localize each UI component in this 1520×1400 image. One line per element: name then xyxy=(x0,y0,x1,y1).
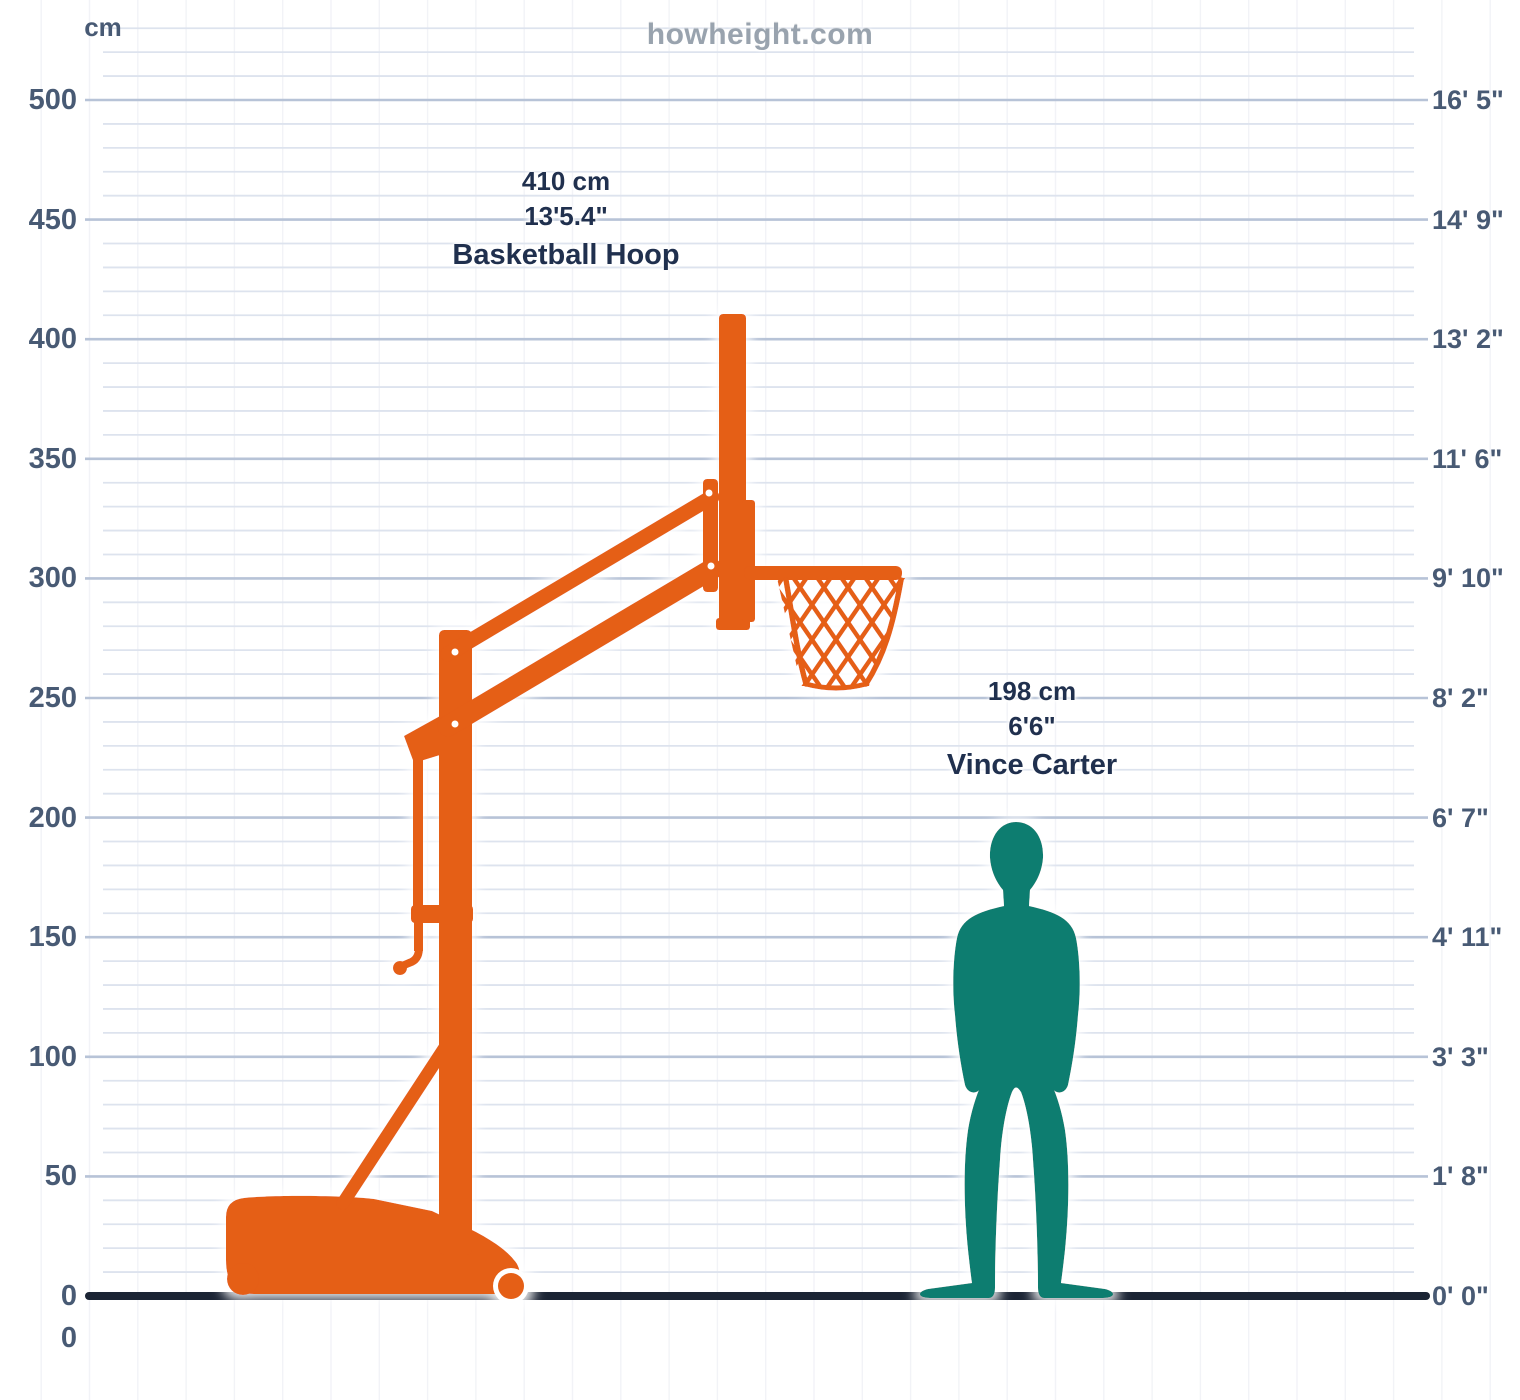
y-tick-label-cm: 500 xyxy=(28,84,77,116)
y-tick-label-cm: 50 xyxy=(44,1160,77,1193)
y-tick-label-ft: 14' 9" xyxy=(1432,204,1504,235)
y-tick-label-ft: 3' 3" xyxy=(1432,1041,1489,1072)
y-tick-label-cm: 0 xyxy=(60,1280,77,1312)
x-origin-label: 0 xyxy=(60,1322,77,1354)
y-tick-label-cm: 200 xyxy=(28,801,77,834)
y-tick-label-ft: 8' 2" xyxy=(1432,683,1489,713)
net-strand xyxy=(786,578,874,686)
y-tick-label-ft: 13' 2" xyxy=(1432,324,1504,355)
person-name: Vince Carter xyxy=(946,749,1118,781)
y-axis-unit-label: cm xyxy=(84,12,122,42)
y-tick-label-ft: 0' 0" xyxy=(1432,1281,1489,1311)
net-strand xyxy=(777,578,814,686)
vince-carter-label: 198 cm 6'6" Vince Carter xyxy=(882,676,1182,782)
net-strand xyxy=(834,578,906,686)
y-tick-label-ft: 11' 6" xyxy=(1432,443,1503,474)
hoop-name: Basketball Hoop xyxy=(452,239,680,271)
y-tick-label-cm: 150 xyxy=(28,921,77,954)
y-tick-label-ft: 4' 11" xyxy=(1432,922,1503,953)
hoop-height-ft: 13'5.4" xyxy=(524,201,608,231)
person-height-ft: 6'6" xyxy=(1008,711,1056,741)
y-tick-label-ft: 16' 5" xyxy=(1432,85,1504,115)
y-tick-label-cm: 250 xyxy=(28,682,77,714)
basketball-hoop-silhouette xyxy=(226,314,906,1304)
net-strand xyxy=(798,578,886,686)
y-tick-label-ft: 6' 7" xyxy=(1432,802,1489,833)
y-tick-label-cm: 400 xyxy=(28,323,77,356)
net-strand xyxy=(822,578,906,686)
y-tick-label-cm: 450 xyxy=(28,203,77,236)
y-tick-label-cm: 350 xyxy=(28,442,77,475)
minor-gridlines xyxy=(103,27,1414,1273)
major-gridlines xyxy=(85,98,1428,1178)
wheel xyxy=(498,1273,524,1299)
y-tick-label-ft: 9' 10" xyxy=(1432,563,1504,594)
y-tick-label-ft: 1' 8" xyxy=(1432,1161,1489,1192)
site-watermark: howheight.com xyxy=(646,18,874,51)
rim xyxy=(744,566,902,580)
basketball-hoop-label: 410 cm 13'5.4" Basketball Hoop xyxy=(416,166,716,272)
hoop-height-cm: 410 cm xyxy=(521,166,611,196)
vertical-gridlines xyxy=(40,0,1491,1400)
vince-carter-silhouette xyxy=(919,822,1114,1298)
person-height-cm: 198 cm xyxy=(987,676,1077,706)
y-tick-label-cm: 100 xyxy=(28,1040,77,1073)
y-tick-label-cm: 300 xyxy=(28,562,77,595)
